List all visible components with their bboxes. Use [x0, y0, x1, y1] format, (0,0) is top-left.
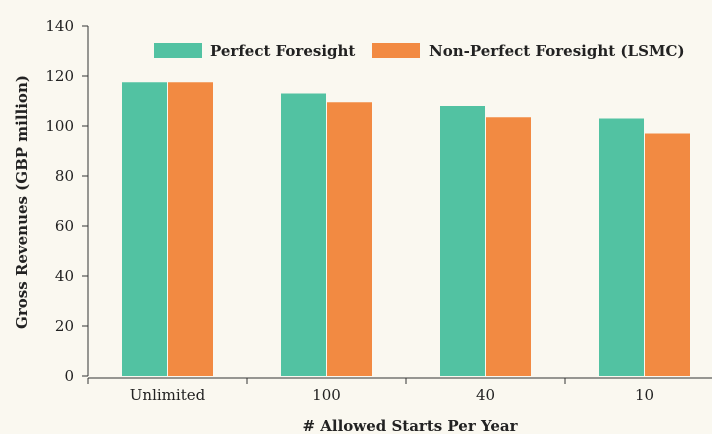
- legend-label-non-perfect-foresight: Non-Perfect Foresight (LSMC): [429, 42, 685, 60]
- x-tick-label: 100: [312, 386, 341, 404]
- y-tick-label: 140: [45, 17, 74, 35]
- bar-perfect-foresight: [599, 118, 644, 376]
- bars: [122, 82, 690, 376]
- bar-non-perfect-foresight-lsmc: [645, 133, 690, 376]
- y-tick-label: 0: [64, 367, 74, 385]
- bar-perfect-foresight: [281, 93, 326, 376]
- bar-perfect-foresight: [122, 82, 167, 376]
- bar-non-perfect-foresight-lsmc: [327, 102, 372, 376]
- x-tick-label: Unlimited: [130, 386, 206, 404]
- legend-label-perfect-foresight: Perfect Foresight: [210, 42, 355, 60]
- x-axis: Unlimited 100 40 10: [87, 377, 712, 404]
- y-tick-label: 20: [55, 317, 74, 335]
- y-tick-label: 80: [55, 167, 74, 185]
- y-tick-label: 40: [55, 267, 74, 285]
- y-axis-title: Gross Revenues (GBP million): [13, 75, 31, 329]
- legend-swatch-non-perfect-foresight: [372, 43, 420, 58]
- y-tick-label: 120: [45, 67, 74, 85]
- x-tick-label: 40: [476, 386, 495, 404]
- x-tick-label: 10: [635, 386, 654, 404]
- bar-perfect-foresight: [440, 106, 485, 376]
- y-axis: 0 20 40 60 80 100 120 140: [45, 17, 89, 385]
- legend: Perfect Foresight Non-Perfect Foresight …: [154, 42, 685, 60]
- legend-swatch-perfect-foresight: [154, 43, 202, 58]
- y-tick-label: 100: [45, 117, 74, 135]
- x-axis-title: # Allowed Starts Per Year: [302, 417, 518, 434]
- y-tick-label: 60: [55, 217, 74, 235]
- bar-non-perfect-foresight-lsmc: [486, 117, 531, 376]
- bar-non-perfect-foresight-lsmc: [168, 82, 213, 376]
